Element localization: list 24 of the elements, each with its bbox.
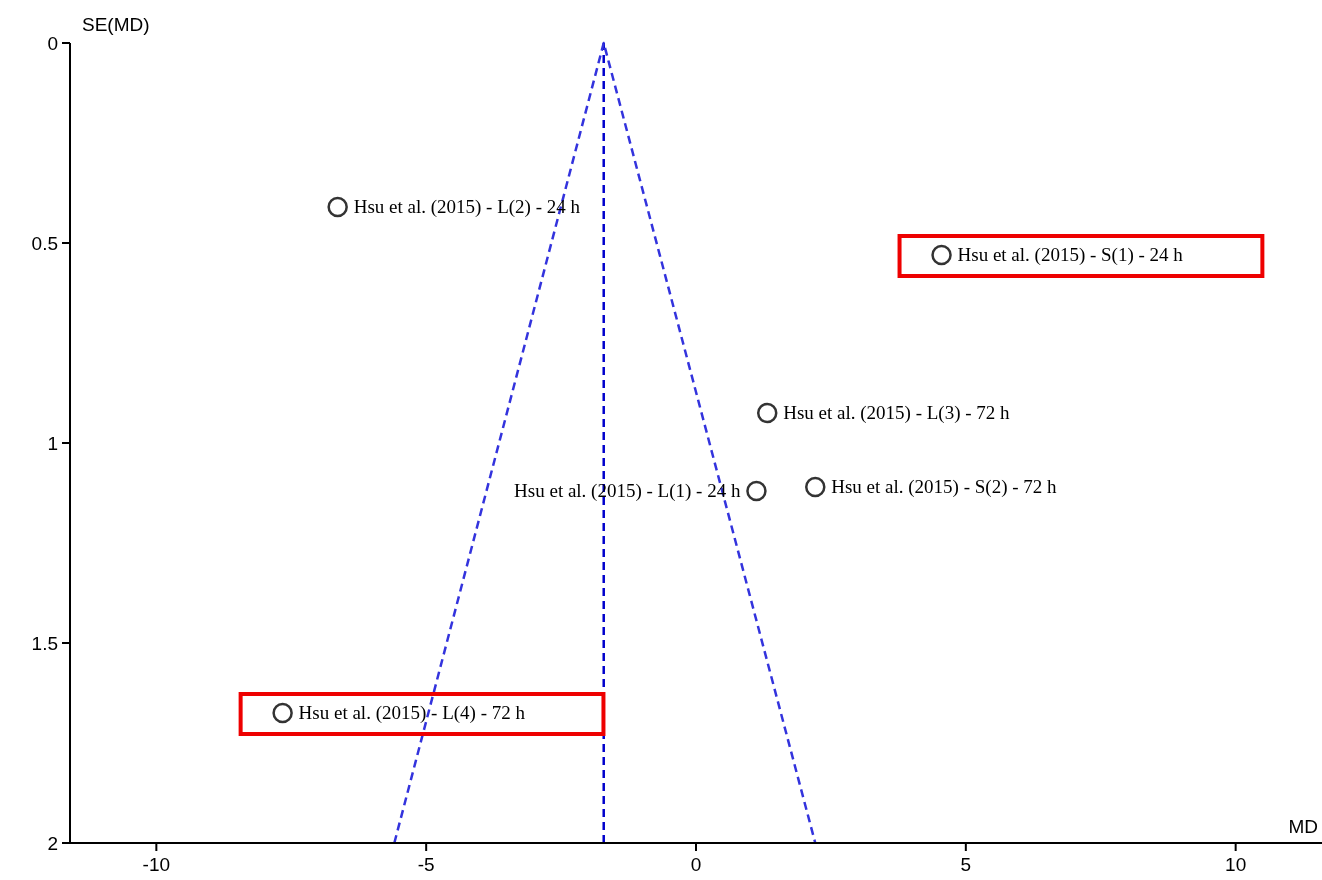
- y-tick-label: 2: [47, 833, 58, 854]
- y-tick-label: 1: [47, 433, 58, 454]
- annotation: Hsu et al. (2015) - L(4) - 72 h: [298, 702, 526, 724]
- point: [746, 480, 767, 502]
- y-tick-label: 0.5: [31, 233, 58, 254]
- point: [756, 402, 778, 424]
- annotation: Hsu et al. (2015) - S(2) - 72 h: [831, 476, 1058, 498]
- point: [805, 476, 826, 498]
- x-tick-label: 10: [1225, 854, 1247, 875]
- y-axis-title: SE(MD): [82, 14, 150, 35]
- annotation: Hsu et al. (2015) - L(2) - 24 h: [353, 196, 581, 218]
- x-tick-label: -10: [142, 854, 171, 875]
- annotation: Hsu et al. (2015) - L(3) - 72 h: [783, 402, 1011, 424]
- point: [327, 196, 348, 218]
- y-tick-label: 1.5: [31, 633, 58, 654]
- point: [931, 244, 952, 266]
- annotation: Hsu et al. (2015) - S(1) - 24 h: [957, 244, 1184, 266]
- x-tick-label: -5: [417, 854, 435, 875]
- x-axis-title: MD: [1288, 816, 1318, 837]
- x-tick-label: 0: [690, 854, 702, 875]
- x-tick-label: 5: [960, 854, 972, 875]
- point: [272, 702, 293, 724]
- y-tick-label: 0: [47, 33, 58, 54]
- annotation: Hsu et al. (2015) - L(1) - 24 h: [514, 480, 741, 502]
